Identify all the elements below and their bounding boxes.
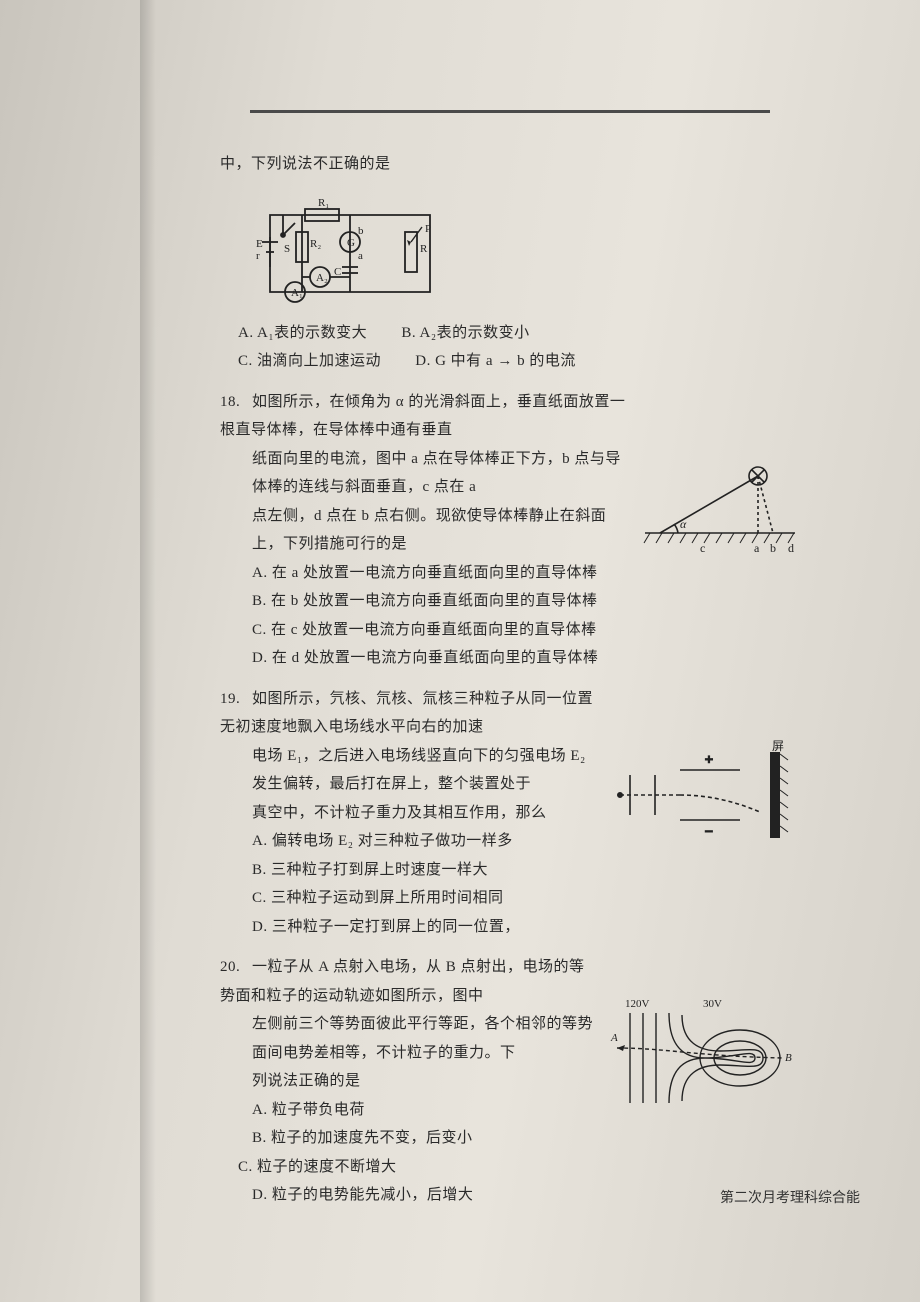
q20-opt-C: C. 粒子的速度不断增大 [238,1153,800,1182]
q20-num: 20. [220,953,252,982]
lbl-E: E [256,238,263,250]
svg-text:−: − [705,825,713,840]
svg-text:+: + [705,753,713,768]
q20-v-right: 30V [703,998,722,1010]
lbl-A1: A₁ [291,287,303,299]
q20-v-left: 120V [625,998,650,1010]
q19-opt-B: B. 三种粒子打到屏上时速度一样大 [252,856,800,885]
lbl-r: r [256,250,260,262]
q18-opt-B: B. 在 b 处放置一电流方向垂直纸面向里的直导体棒 [252,587,800,616]
q18-opt-C: C. 在 c 处放置一电流方向垂直纸面向里的直导体棒 [252,616,800,645]
q19-num: 19. [220,685,252,714]
q18-pt-a: a [754,541,760,555]
lbl-a: a [358,250,363,262]
q19: + − 屏 [220,685,800,942]
q17-options: A. A₁表的示数变大 B. A₂表的示数变小 C. 油滴向上加速运动 D. G… [238,319,800,376]
q18-options: A. 在 a 处放置一电流方向垂直纸面向里的直导体棒 B. 在 b 处放置一电流… [238,559,800,673]
q18-opt-D: D. 在 d 处放置一电流方向垂直纸面向里的直导体棒 [252,644,800,673]
q20-pt-B: B [785,1052,792,1064]
q19-figure: + − 屏 [610,740,800,850]
q19-opt-C: C. 三种粒子运动到屏上所用时间相同 [252,884,800,913]
q18-num: 18. [220,388,252,417]
q17: 中，下列说法不正确的是 [220,150,800,376]
top-binding-strip [250,110,770,113]
lbl-G: G [347,237,355,249]
lbl-R2: R₂ [310,238,321,250]
q20-stem1: 一粒子从 A 点射入电场，从 B 点射出，电场的等势面和粒子的运动轨迹如图所示，… [220,959,585,1004]
q19-stem1: 如图所示，氕核、氘核、氚核三种粒子从同一位置无初速度地飘入电场线水平向右的加速 [220,691,593,736]
exam-page: 中，下列说法不正确的是 [0,0,920,1302]
q18-pt-c: c [700,541,705,555]
q18-opt-A: A. 在 a 处放置一电流方向垂直纸面向里的直导体棒 [252,559,800,588]
q17-opt-A: A. A₁表的示数变大 [238,319,367,348]
lbl-A2: A₂ [316,272,328,284]
page-footer: 第二次月考理科综合能 [720,1187,860,1207]
lbl-R: R [420,243,428,255]
q18-pt-b: b [770,541,776,555]
q18-pt-d: d [788,541,794,555]
lbl-S: S [284,243,290,255]
lbl-b: b [358,225,364,237]
q18: α c a b d 18.如图所示，在倾角为 α 的光滑斜面上，垂直纸面放置一根… [220,388,800,673]
q20-opt-B: B. 粒子的加速度先不变，后变小 [252,1124,800,1153]
q19-opt-D: D. 三种粒子一定打到屏上的同一位置， [252,913,800,942]
q20-opt-D: D. 粒子的电势能先减小，后增大 [252,1181,800,1210]
q20-pt-A: A [610,1032,618,1044]
q20-figure: 120V 30V A B [605,993,800,1123]
q18-stem1: 如图所示，在倾角为 α 的光滑斜面上，垂直纸面放置一根直导体棒，在导体棒中通有垂… [220,394,625,439]
q20: 120V 30V A B 20.一粒子从 A 点射入电场，从 B 点射出，电场的… [220,953,800,1210]
q19-screen-label: 屏 [772,740,784,753]
lbl-C: C [334,266,341,278]
lbl-P: P [425,223,431,235]
q18-alpha: α [680,517,687,531]
q17-opt-C: C. 油滴向上加速运动 [238,347,381,376]
q17-stem-tail: 中，下列说法不正确的是 [220,150,800,179]
q18-figure: α c a b d [640,458,800,558]
lbl-R1: R₁ [318,197,329,209]
q17-opt-B: B. A₂表的示数变小 [401,319,529,348]
q17-circuit-figure: R₁ S E r R₂ A₂ G b a C R P A₁ [250,197,800,307]
q17-opt-D: D. G 中有 a → b 的电流 [415,347,576,376]
